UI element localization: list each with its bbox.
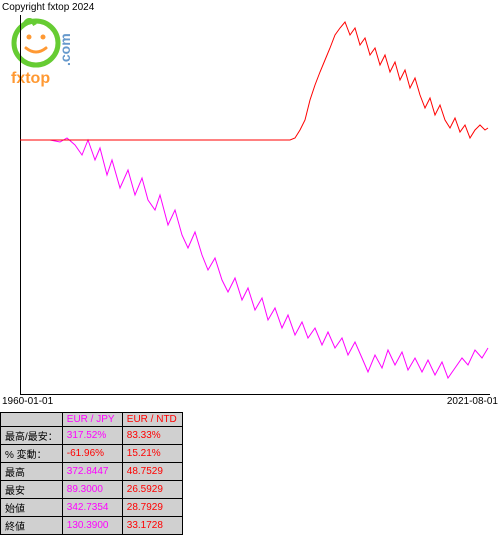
row-value-2: 26.5929	[122, 481, 182, 499]
row-value-1: 89.3000	[62, 481, 122, 499]
table-row: 最高/最安：317.52%83.33%	[1, 427, 183, 445]
table-row: 終値130.390033.1728	[1, 517, 183, 535]
row-label: 最安	[1, 481, 63, 499]
table-header-blank	[1, 413, 63, 427]
x-axis-start-label: 1960-01-01	[2, 396, 53, 407]
series-line	[20, 22, 488, 140]
row-value-1: 317.52%	[62, 427, 122, 445]
row-label: 最高	[1, 463, 63, 481]
row-value-2: 15.21%	[122, 445, 182, 463]
row-value-1: 342.7354	[62, 499, 122, 517]
table-row: 最高372.844748.7529	[1, 463, 183, 481]
table-header-row: EUR / JPY EUR / NTD	[1, 413, 183, 427]
table-row: 最安89.300026.5929	[1, 481, 183, 499]
row-label: 終値	[1, 517, 63, 535]
row-value-1: 130.3900	[62, 517, 122, 535]
row-value-1: -61.96%	[62, 445, 122, 463]
table-row: 始値342.735428.7929	[1, 499, 183, 517]
series-line	[20, 138, 488, 378]
table-row: % 変動：-61.96%15.21%	[1, 445, 183, 463]
row-value-2: 33.1728	[122, 517, 182, 535]
stats-table: EUR / JPY EUR / NTD 最高/最安：317.52%83.33%%…	[0, 412, 183, 535]
row-value-1: 372.8447	[62, 463, 122, 481]
table-header-series2: EUR / NTD	[122, 413, 182, 427]
row-label: 最高/最安：	[1, 427, 63, 445]
row-label: % 変動：	[1, 445, 63, 463]
row-value-2: 83.33%	[122, 427, 182, 445]
row-label: 始値	[1, 499, 63, 517]
row-value-2: 48.7529	[122, 463, 182, 481]
row-value-2: 28.7929	[122, 499, 182, 517]
table-header-series1: EUR / JPY	[62, 413, 122, 427]
x-axis-end-label: 2021-08-01	[447, 396, 498, 407]
